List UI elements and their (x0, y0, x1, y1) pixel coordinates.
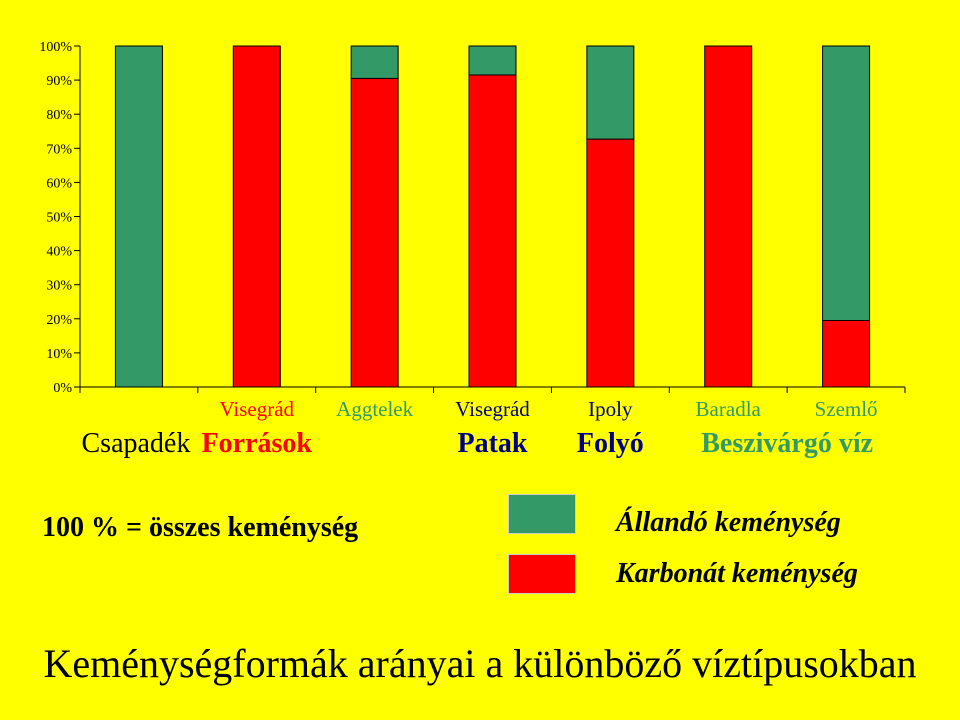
legend-swatch-carbonate (508, 554, 576, 594)
y-tick-label: 10% (46, 347, 72, 362)
y-tick-label: 40% (46, 245, 72, 260)
category-label: Baradla (695, 397, 761, 421)
bar-permanent (586, 45, 635, 140)
category-label: Ipoly (588, 397, 633, 421)
group-label: Csapadék (81, 428, 191, 459)
y-tick-label: 50% (46, 211, 72, 226)
bar-permanent (350, 45, 399, 79)
y-tick-label: 80% (46, 108, 72, 123)
group-label: Patak (457, 428, 528, 459)
total-hardness-note: 100 % = összes keménység (42, 512, 359, 543)
category-label: Visegrád (219, 397, 295, 421)
slide-title: Keménységformák arányai a különböző vízt… (43, 641, 917, 686)
bar-carbonate (468, 74, 517, 388)
y-tick-label: 90% (46, 74, 72, 89)
y-tick-label: 100% (39, 40, 72, 55)
category-label: Szemlő (814, 397, 878, 421)
group-label: Folyó (576, 428, 644, 459)
legend-label-permanent: Állandó keménység (616, 507, 841, 538)
bar-carbonate (704, 45, 753, 388)
group-label: Források (201, 428, 312, 459)
bar-carbonate (822, 320, 871, 388)
group-label: Beszivárgó víz (701, 428, 874, 459)
bar-permanent (114, 45, 163, 388)
legend-label-carbonate: Karbonát keménység (616, 558, 858, 589)
y-tick-label: 0% (53, 381, 72, 396)
category-label: Visegrád (455, 397, 530, 421)
category-label: Aggtelek (336, 397, 414, 421)
stacked-percent-bar-chart: 0% 10% 20% 30% 40% 50% 60% 70% 80% 90% 100% (39, 40, 906, 396)
bar-carbonate (350, 77, 399, 388)
y-tick-label: 30% (46, 279, 72, 294)
y-tick-label: 20% (46, 313, 72, 328)
y-tick-label: 70% (46, 142, 72, 157)
bar-permanent (468, 45, 517, 76)
bar-carbonate (586, 138, 635, 388)
y-tick-label: 60% (46, 176, 72, 191)
legend-swatch-permanent (508, 494, 576, 534)
bar-carbonate (232, 45, 281, 388)
bar-permanent (822, 45, 871, 322)
